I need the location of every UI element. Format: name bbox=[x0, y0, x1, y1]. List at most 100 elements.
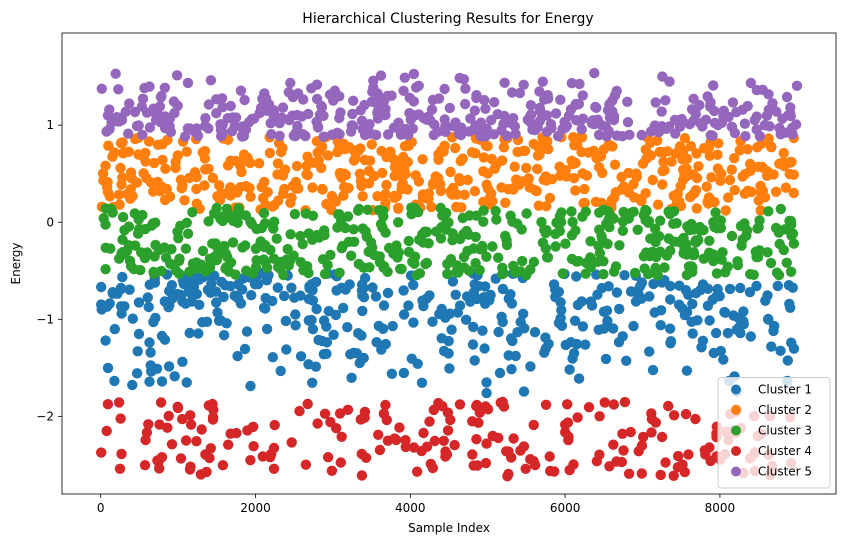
data-point bbox=[239, 343, 251, 355]
data-point bbox=[417, 193, 429, 204]
data-point bbox=[332, 222, 343, 233]
data-point bbox=[592, 256, 603, 267]
data-point bbox=[378, 300, 390, 311]
data-point bbox=[218, 291, 229, 303]
data-point bbox=[566, 253, 578, 265]
data-point bbox=[410, 82, 422, 93]
data-point bbox=[191, 257, 202, 268]
data-point bbox=[114, 463, 126, 474]
data-point bbox=[618, 445, 629, 456]
data-point bbox=[751, 124, 762, 135]
data-point bbox=[359, 99, 370, 111]
data-point bbox=[740, 131, 751, 142]
x-axis-label: Sample Index bbox=[408, 521, 490, 535]
data-point bbox=[371, 129, 382, 141]
data-point bbox=[118, 147, 130, 158]
data-point bbox=[167, 293, 178, 304]
data-point bbox=[505, 289, 516, 300]
data-point bbox=[775, 129, 786, 140]
data-point bbox=[225, 100, 236, 112]
x-tick-label: 2000 bbox=[240, 501, 271, 515]
data-point bbox=[283, 87, 294, 98]
data-point bbox=[157, 154, 168, 166]
data-point bbox=[353, 203, 365, 215]
data-point bbox=[386, 368, 398, 379]
data-point bbox=[540, 243, 551, 254]
data-point bbox=[113, 84, 124, 95]
data-point bbox=[241, 265, 252, 276]
data-point bbox=[322, 150, 334, 161]
data-point bbox=[657, 179, 668, 190]
data-point bbox=[622, 117, 634, 128]
data-point bbox=[668, 410, 680, 421]
data-point bbox=[726, 230, 738, 242]
data-point bbox=[290, 176, 302, 188]
data-point bbox=[528, 419, 539, 431]
data-point bbox=[477, 325, 488, 336]
data-point bbox=[506, 364, 517, 375]
data-point bbox=[572, 139, 583, 151]
data-point bbox=[460, 314, 472, 325]
data-point bbox=[713, 138, 724, 149]
data-point bbox=[659, 262, 670, 273]
data-point bbox=[124, 284, 135, 295]
data-point bbox=[567, 216, 578, 228]
data-point bbox=[237, 284, 248, 295]
data-point bbox=[100, 242, 111, 253]
data-point bbox=[499, 77, 510, 89]
data-point bbox=[149, 277, 161, 288]
data-point bbox=[164, 191, 176, 202]
data-point bbox=[745, 77, 757, 89]
data-point bbox=[302, 169, 313, 181]
data-point bbox=[477, 240, 488, 252]
data-point bbox=[112, 288, 123, 299]
data-point bbox=[591, 116, 603, 127]
data-point bbox=[427, 462, 438, 474]
data-point bbox=[567, 158, 579, 170]
data-point bbox=[456, 122, 467, 133]
data-point bbox=[274, 117, 285, 129]
data-point bbox=[421, 114, 432, 125]
data-point bbox=[702, 300, 714, 311]
data-point bbox=[674, 280, 685, 291]
data-point bbox=[660, 457, 671, 468]
data-point bbox=[268, 463, 280, 474]
data-point bbox=[663, 233, 674, 244]
data-point bbox=[546, 122, 557, 134]
data-point bbox=[187, 207, 198, 218]
data-point bbox=[644, 346, 655, 357]
data-point bbox=[687, 298, 698, 310]
data-point bbox=[607, 141, 618, 152]
data-point bbox=[598, 144, 610, 155]
data-point bbox=[473, 417, 484, 428]
data-point bbox=[374, 251, 385, 262]
data-point bbox=[532, 163, 543, 175]
data-point bbox=[372, 191, 383, 202]
data-point bbox=[139, 82, 150, 94]
data-point bbox=[751, 280, 762, 292]
data-point bbox=[665, 294, 676, 305]
data-point bbox=[280, 315, 292, 327]
data-point bbox=[735, 282, 746, 294]
data-point bbox=[533, 200, 544, 211]
data-point bbox=[148, 157, 160, 169]
data-point bbox=[732, 256, 743, 267]
data-point bbox=[192, 130, 204, 141]
data-point bbox=[124, 98, 135, 109]
data-point bbox=[555, 94, 566, 106]
data-point bbox=[221, 203, 233, 214]
data-point bbox=[321, 321, 332, 332]
data-point bbox=[597, 167, 608, 179]
data-point bbox=[780, 224, 791, 235]
data-point bbox=[534, 102, 545, 114]
data-point bbox=[176, 183, 187, 194]
data-point bbox=[215, 189, 226, 200]
data-point bbox=[712, 223, 723, 234]
data-point bbox=[614, 240, 625, 251]
data-point bbox=[617, 225, 628, 236]
data-point bbox=[363, 178, 375, 189]
data-point bbox=[347, 108, 358, 120]
legend: Cluster 1 Cluster 2 Cluster 3 Cluster 4 Clus… bbox=[717, 377, 831, 489]
data-point bbox=[150, 114, 162, 126]
data-point bbox=[517, 255, 528, 267]
